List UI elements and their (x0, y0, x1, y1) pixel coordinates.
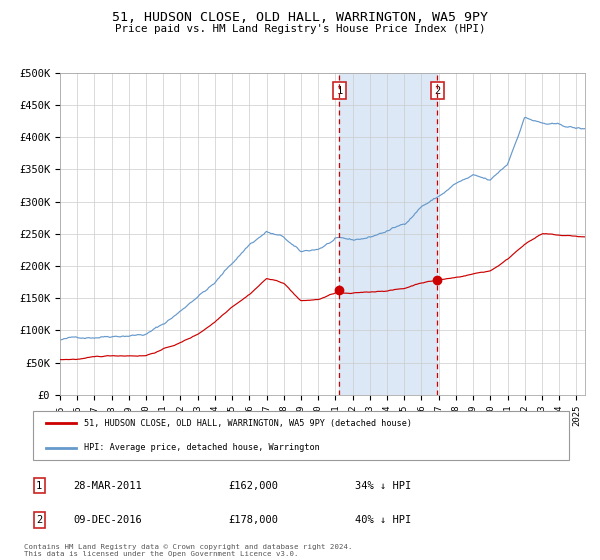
Text: 51, HUDSON CLOSE, OLD HALL, WARRINGTON, WA5 9PY: 51, HUDSON CLOSE, OLD HALL, WARRINGTON, … (112, 11, 488, 24)
FancyBboxPatch shape (33, 411, 569, 460)
Text: 51, HUDSON CLOSE, OLD HALL, WARRINGTON, WA5 9PY (detached house): 51, HUDSON CLOSE, OLD HALL, WARRINGTON, … (85, 419, 412, 428)
Text: 2: 2 (434, 86, 440, 96)
Text: Contains HM Land Registry data © Crown copyright and database right 2024.
This d: Contains HM Land Registry data © Crown c… (24, 544, 353, 557)
Text: 1: 1 (36, 481, 43, 491)
Text: £178,000: £178,000 (228, 515, 278, 525)
Text: Price paid vs. HM Land Registry's House Price Index (HPI): Price paid vs. HM Land Registry's House … (115, 24, 485, 34)
Text: £162,000: £162,000 (228, 481, 278, 491)
Text: 28-MAR-2011: 28-MAR-2011 (74, 481, 142, 491)
Text: 1: 1 (336, 86, 343, 96)
Text: 09-DEC-2016: 09-DEC-2016 (74, 515, 142, 525)
Text: 34% ↓ HPI: 34% ↓ HPI (355, 481, 412, 491)
Text: 40% ↓ HPI: 40% ↓ HPI (355, 515, 412, 525)
Text: 2: 2 (36, 515, 43, 525)
Text: HPI: Average price, detached house, Warrington: HPI: Average price, detached house, Warr… (85, 443, 320, 452)
Bar (340, 73, 437, 395)
